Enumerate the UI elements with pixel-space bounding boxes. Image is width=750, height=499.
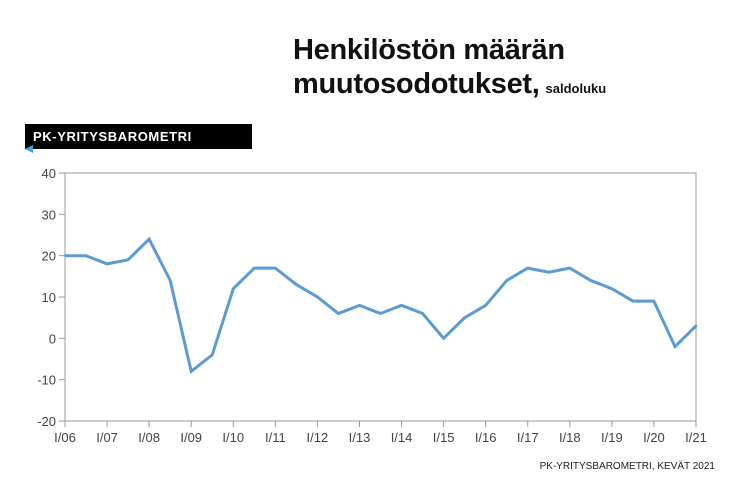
data-point bbox=[547, 271, 550, 274]
data-point bbox=[589, 279, 593, 282]
x-tick-label: I/11 bbox=[265, 430, 286, 445]
x-tick-label: I/06 bbox=[54, 430, 76, 445]
data-point bbox=[421, 312, 424, 315]
source-note: PK-YRITYSBAROMETRI, KEVÄT 2021 bbox=[539, 461, 715, 472]
data-point bbox=[694, 324, 698, 328]
x-tick-label: I/20 bbox=[643, 430, 665, 445]
chart-title-line-1: Henkilöstön määrän bbox=[293, 34, 565, 66]
data-point bbox=[253, 266, 256, 270]
x-tick-label: I/13 bbox=[349, 430, 371, 445]
data-point bbox=[63, 254, 67, 257]
data-point bbox=[652, 299, 656, 303]
x-tick-label: I/10 bbox=[222, 430, 244, 445]
y-tick-label: 0 bbox=[49, 331, 56, 346]
plot-frame bbox=[64, 172, 697, 422]
x-tick-label: I/14 bbox=[391, 430, 413, 445]
y-tick-label: 30 bbox=[42, 207, 56, 222]
data-point bbox=[211, 353, 214, 357]
x-tick-label: I/16 bbox=[475, 430, 497, 445]
data-point bbox=[316, 295, 319, 299]
badge-corner-accent bbox=[25, 145, 33, 153]
data-point bbox=[168, 279, 172, 282]
data-point bbox=[610, 287, 614, 290]
x-tick-label: I/07 bbox=[96, 430, 118, 445]
data-point bbox=[400, 304, 403, 307]
x-tick-label: I/09 bbox=[180, 430, 202, 445]
source-badge: PK-YRITYSBAROMETRI bbox=[25, 124, 252, 149]
data-point bbox=[673, 345, 677, 348]
data-point bbox=[337, 312, 340, 315]
y-tick-label: 20 bbox=[42, 249, 56, 264]
x-tick-label: I/12 bbox=[307, 430, 329, 445]
data-point bbox=[84, 254, 88, 257]
y-tick-label: 40 bbox=[42, 166, 56, 181]
data-point bbox=[126, 258, 130, 261]
x-tick-label: I/19 bbox=[601, 430, 623, 445]
data-point bbox=[190, 370, 193, 373]
series-layer bbox=[63, 236, 698, 375]
data-point bbox=[232, 287, 235, 290]
data-point bbox=[147, 237, 151, 241]
series-line bbox=[65, 236, 698, 375]
data-point bbox=[442, 337, 445, 340]
data-point bbox=[631, 299, 635, 303]
y-tick-label: -20 bbox=[37, 414, 56, 429]
data-point bbox=[274, 266, 277, 270]
chart-title: Henkilöstön määrän muutosodotukset, saldo… bbox=[293, 33, 606, 106]
chart-title-line-2: muutosodotukset, saldoluku bbox=[293, 67, 606, 106]
data-point bbox=[484, 304, 487, 307]
data-point bbox=[105, 262, 109, 266]
data-point bbox=[526, 266, 529, 270]
chart-subtitle: saldoluku bbox=[545, 81, 607, 96]
chart-title-line-2-text: muutosodotukset, bbox=[293, 68, 540, 100]
x-tick-label: I/17 bbox=[517, 430, 539, 445]
x-tick-label: I/21 bbox=[685, 430, 707, 445]
x-tick-label: I/08 bbox=[138, 430, 160, 445]
x-tick-label: I/15 bbox=[433, 430, 455, 445]
data-point bbox=[568, 266, 571, 270]
y-tick-label: -10 bbox=[37, 373, 56, 388]
data-point bbox=[295, 283, 298, 286]
data-point bbox=[505, 279, 508, 282]
data-point bbox=[463, 316, 466, 319]
x-axis: I/06 I/07 I/08 I/09 I/10 I/11 I/12 I/13 I/14 I/15… bbox=[54, 421, 707, 445]
data-point bbox=[358, 304, 361, 307]
y-tick-label: 10 bbox=[42, 290, 56, 305]
x-tick-label: I/18 bbox=[559, 430, 581, 445]
y-axis: 40 30 20 10 0 -10 -20 bbox=[37, 166, 65, 429]
data-point bbox=[379, 312, 382, 315]
